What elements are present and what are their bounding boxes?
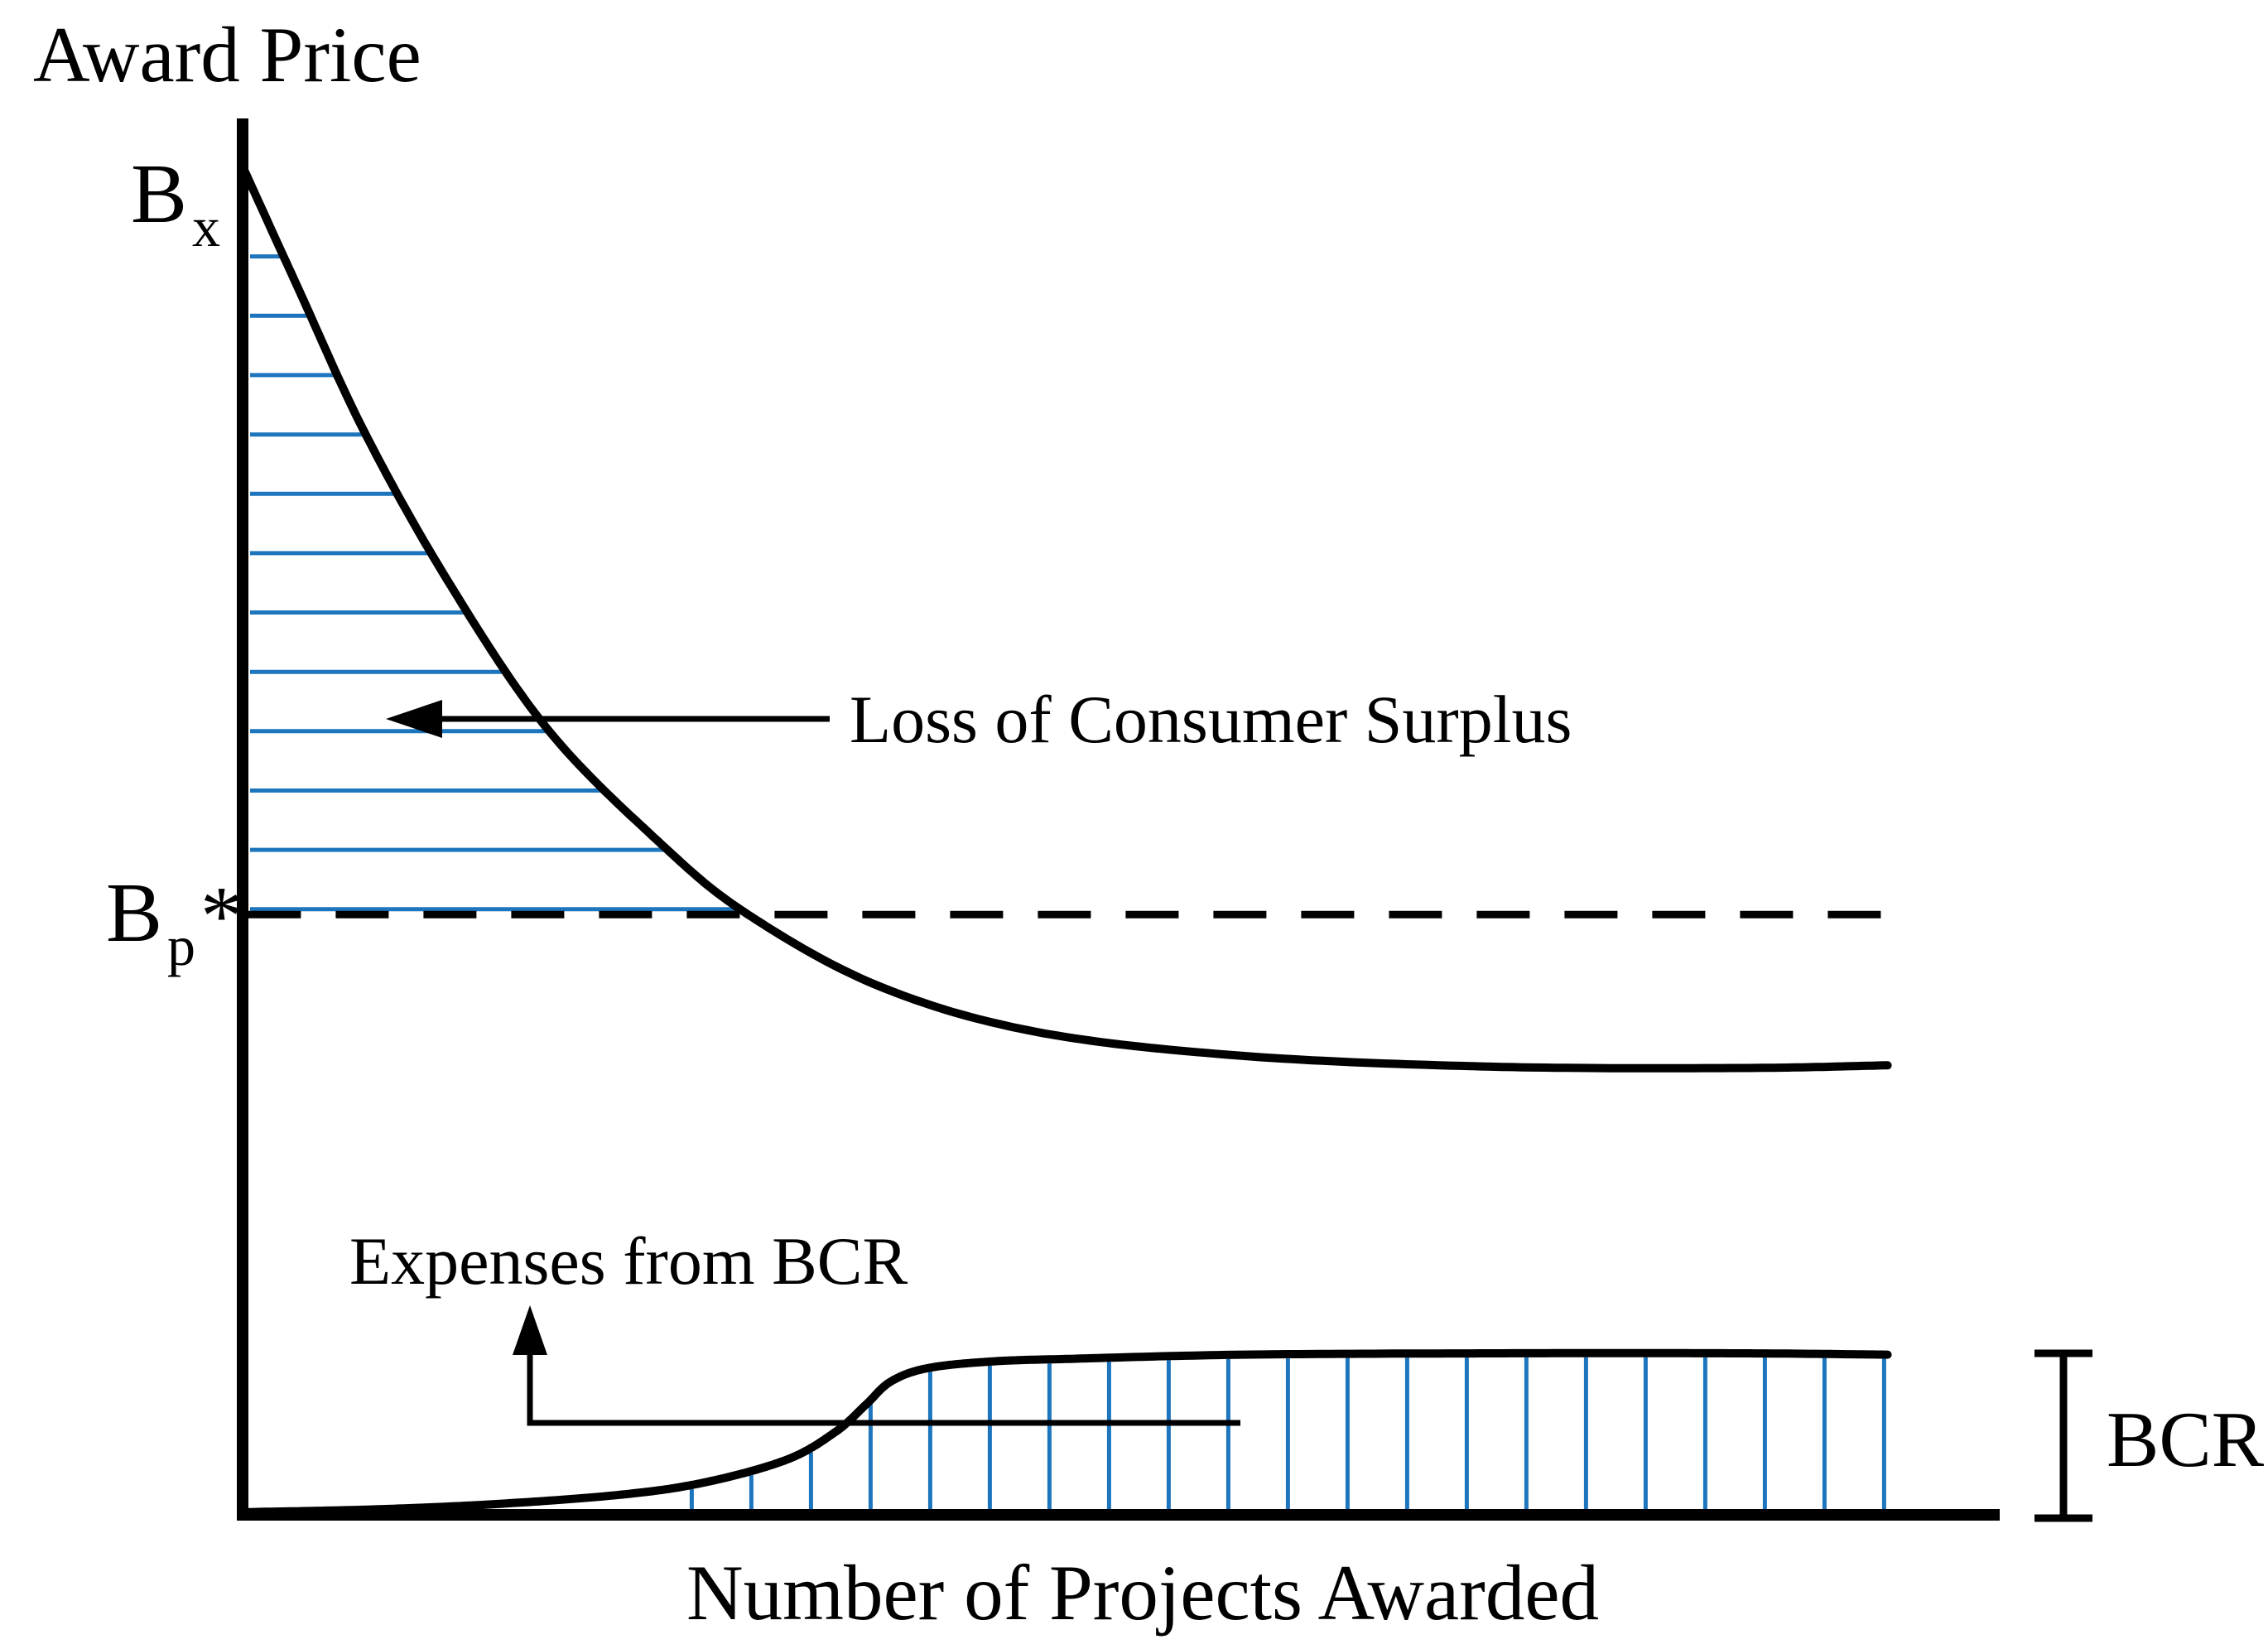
x-axis-title: Number of Projects Awarded — [686, 1549, 1599, 1637]
label-bx-sub: x — [192, 195, 220, 258]
award-price-curve — [240, 166, 1892, 1073]
annotation-expenses: Expenses from BCR — [349, 1223, 908, 1299]
bcr-bracket — [2034, 1349, 2092, 1522]
expenses-arrowhead-icon — [513, 1305, 547, 1355]
label-bcr: BCR — [2107, 1396, 2265, 1483]
bcr-expenses-curve — [243, 1348, 1892, 1516]
expenses-arrow-line — [527, 1337, 1240, 1426]
axes — [237, 118, 2000, 1521]
annotation-consumer-surplus: Loss of Consumer Surplus — [850, 682, 1572, 757]
y-axis-title: Award Price — [33, 11, 421, 99]
label-bp-base: B — [106, 866, 162, 960]
label-bp-star: * — [200, 870, 243, 963]
label-bp-sub: p — [167, 914, 195, 977]
label-bx-base: B — [131, 147, 187, 241]
consumer-surplus-arrowhead-icon — [386, 700, 442, 738]
bcr-expenses-hatch — [689, 1357, 1886, 1509]
consumer-surplus-hatch — [250, 254, 737, 912]
